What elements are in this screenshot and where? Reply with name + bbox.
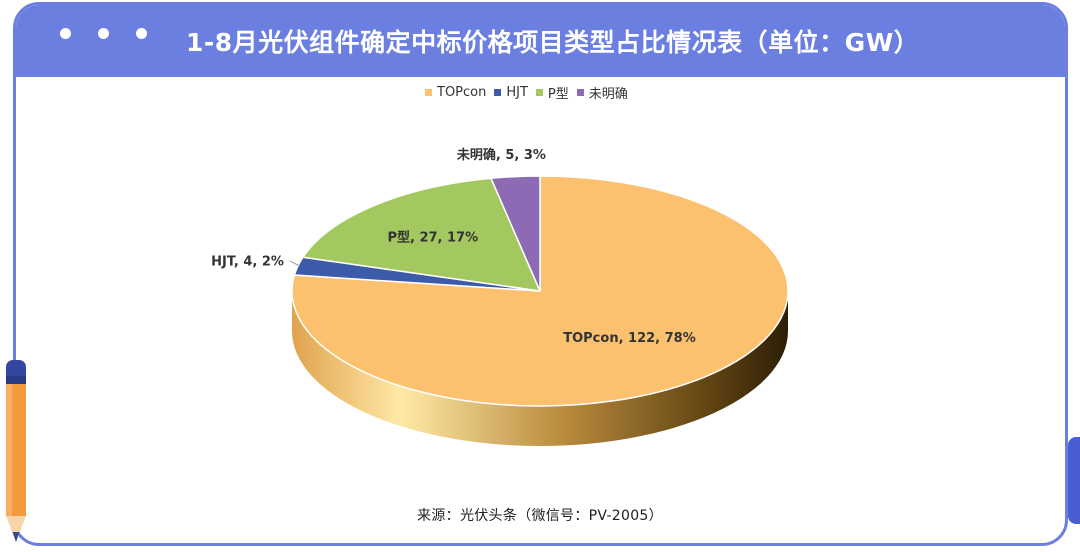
pencil-icon (6, 360, 26, 542)
legend-label: P型 (547, 86, 569, 102)
title-bar: 1-8月光伏组件确定中标价格项目类型占比情况表（单位：GW） (16, 5, 1065, 77)
window-dot-icon (60, 28, 71, 39)
pie-slice-series (489, 175, 541, 292)
chart-title: 1-8月光伏组件确定中标价格项目类型占比情况表（单位：GW） (186, 28, 920, 57)
legend-swatch-icon (425, 88, 432, 96)
data-label-series: 未明确, 5, 3% (456, 147, 546, 163)
source-note: 来源：光伏头条（微信号：PV-2005） (417, 508, 663, 524)
legend-item-unspecified: 未明确 (576, 83, 628, 102)
window-dot-icon (136, 28, 147, 39)
chart-legend: TOPcon HJT P型 未明确 (425, 83, 636, 102)
data-label-p: P型, 27, 17% (387, 230, 478, 246)
legend-item-p-type: P型 (535, 83, 569, 102)
data-label-hjt: HJT, 4, 2% (211, 255, 284, 270)
label-leader-line (289, 260, 301, 267)
data-label-topcon: TOPcon, 122, 78% (563, 331, 696, 346)
side-tab-decoration (1068, 437, 1080, 524)
legend-item-hjt: HJT (494, 85, 528, 100)
legend-label: HJT (506, 84, 528, 100)
legend-item-topcon: TOPcon (425, 85, 486, 100)
legend-label: 未明确 (588, 86, 628, 102)
legend-swatch-icon (576, 88, 584, 96)
window-dot-icon (98, 28, 109, 39)
pie-side-wall (292, 291, 788, 446)
legend-swatch-icon (535, 88, 543, 96)
legend-swatch-icon (494, 88, 502, 96)
legend-label: TOPcon (437, 84, 487, 100)
pie-side-face (292, 291, 788, 446)
pie-slice-p (301, 177, 542, 292)
